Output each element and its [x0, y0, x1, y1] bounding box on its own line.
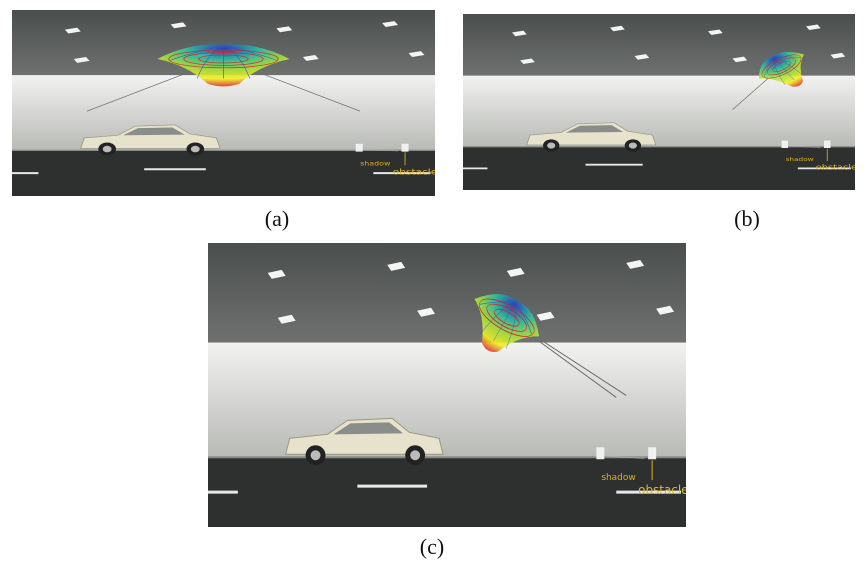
light-distribution [157, 44, 290, 87]
obstacle-box [648, 447, 657, 460]
wire-rib [493, 302, 516, 342]
ceiling-lamp [277, 314, 296, 324]
car [80, 124, 221, 156]
car-rim [628, 142, 637, 149]
ceiling-lamp [520, 58, 535, 65]
ceiling-lamp [64, 27, 81, 34]
ceiling-lamp [610, 25, 625, 32]
ceiling-lamp [506, 267, 525, 277]
car [285, 417, 444, 466]
car-window [123, 127, 185, 136]
car-window [565, 125, 624, 133]
caption: (c) [419, 534, 445, 559]
ceiling-lamp [382, 21, 398, 27]
car-body [80, 124, 221, 149]
wire-rib [196, 45, 224, 79]
obstacle-label: obstacle [393, 168, 435, 177]
road [208, 457, 686, 527]
ceiling-lamp [656, 305, 675, 315]
ceiling-lamp [512, 30, 527, 37]
wall [12, 75, 435, 151]
ceiling-lamp [830, 52, 846, 59]
shadow-line [364, 149, 399, 152]
ceiling-lamp [536, 311, 555, 321]
shadow-label: shadow [786, 156, 815, 163]
car-rim [310, 450, 321, 461]
shadow-label: shadow [360, 160, 391, 167]
shadow-line [606, 455, 645, 459]
car-rim [547, 142, 556, 149]
car-rim [410, 450, 421, 461]
car-rim [190, 145, 200, 153]
ceiling-lamp [170, 22, 187, 29]
obstacle-box [781, 140, 789, 149]
caption: (a) [264, 206, 290, 231]
ceiling-lamp [634, 54, 650, 60]
light-distribution [758, 52, 805, 87]
ceiling-lamp [267, 269, 286, 279]
car-body [526, 122, 657, 146]
wire-rib [223, 45, 251, 79]
ceiling-lamp [417, 307, 436, 317]
luminous-surface [474, 294, 540, 352]
ceiling-lamp [276, 26, 293, 33]
obstacle-label: obstacle [816, 164, 855, 173]
light-distribution [474, 294, 540, 352]
caption: (b) [734, 206, 760, 231]
shadow-label: shadow [601, 473, 635, 483]
shadow-line [789, 145, 821, 148]
obstacle-box [355, 143, 363, 152]
ceiling-lamp [387, 261, 406, 271]
obstacle-box [596, 447, 605, 460]
wire-rib [223, 45, 277, 61]
wire-rib [764, 57, 774, 78]
wire-rib [515, 301, 532, 335]
ceiling-lamp [302, 55, 319, 61]
car [526, 122, 657, 152]
wire-rib [772, 57, 795, 81]
wire-rib [480, 301, 516, 334]
ceiling-lamp [408, 51, 425, 57]
ceiling-lamp [806, 24, 821, 31]
ceiling-lamp [732, 56, 748, 63]
road [12, 150, 435, 196]
car-rim [102, 145, 112, 153]
car-body [285, 417, 444, 455]
obstacle-box [401, 143, 409, 152]
wire-rib [772, 56, 801, 59]
wire-rib [506, 302, 517, 349]
ceiling [208, 243, 686, 343]
ceiling-lamp [626, 259, 645, 269]
wall [463, 75, 855, 147]
obstacle-label: obstacle [638, 483, 686, 497]
wire-rib [772, 57, 786, 85]
wire-rib [170, 45, 224, 61]
ceiling-lamp [73, 56, 90, 63]
obstacle-box [823, 140, 831, 149]
road [463, 146, 855, 190]
car-window [333, 422, 404, 435]
wall [208, 342, 686, 458]
wire-rib [479, 301, 516, 305]
wire-rib [772, 57, 804, 76]
ceiling-lamp [708, 29, 723, 35]
